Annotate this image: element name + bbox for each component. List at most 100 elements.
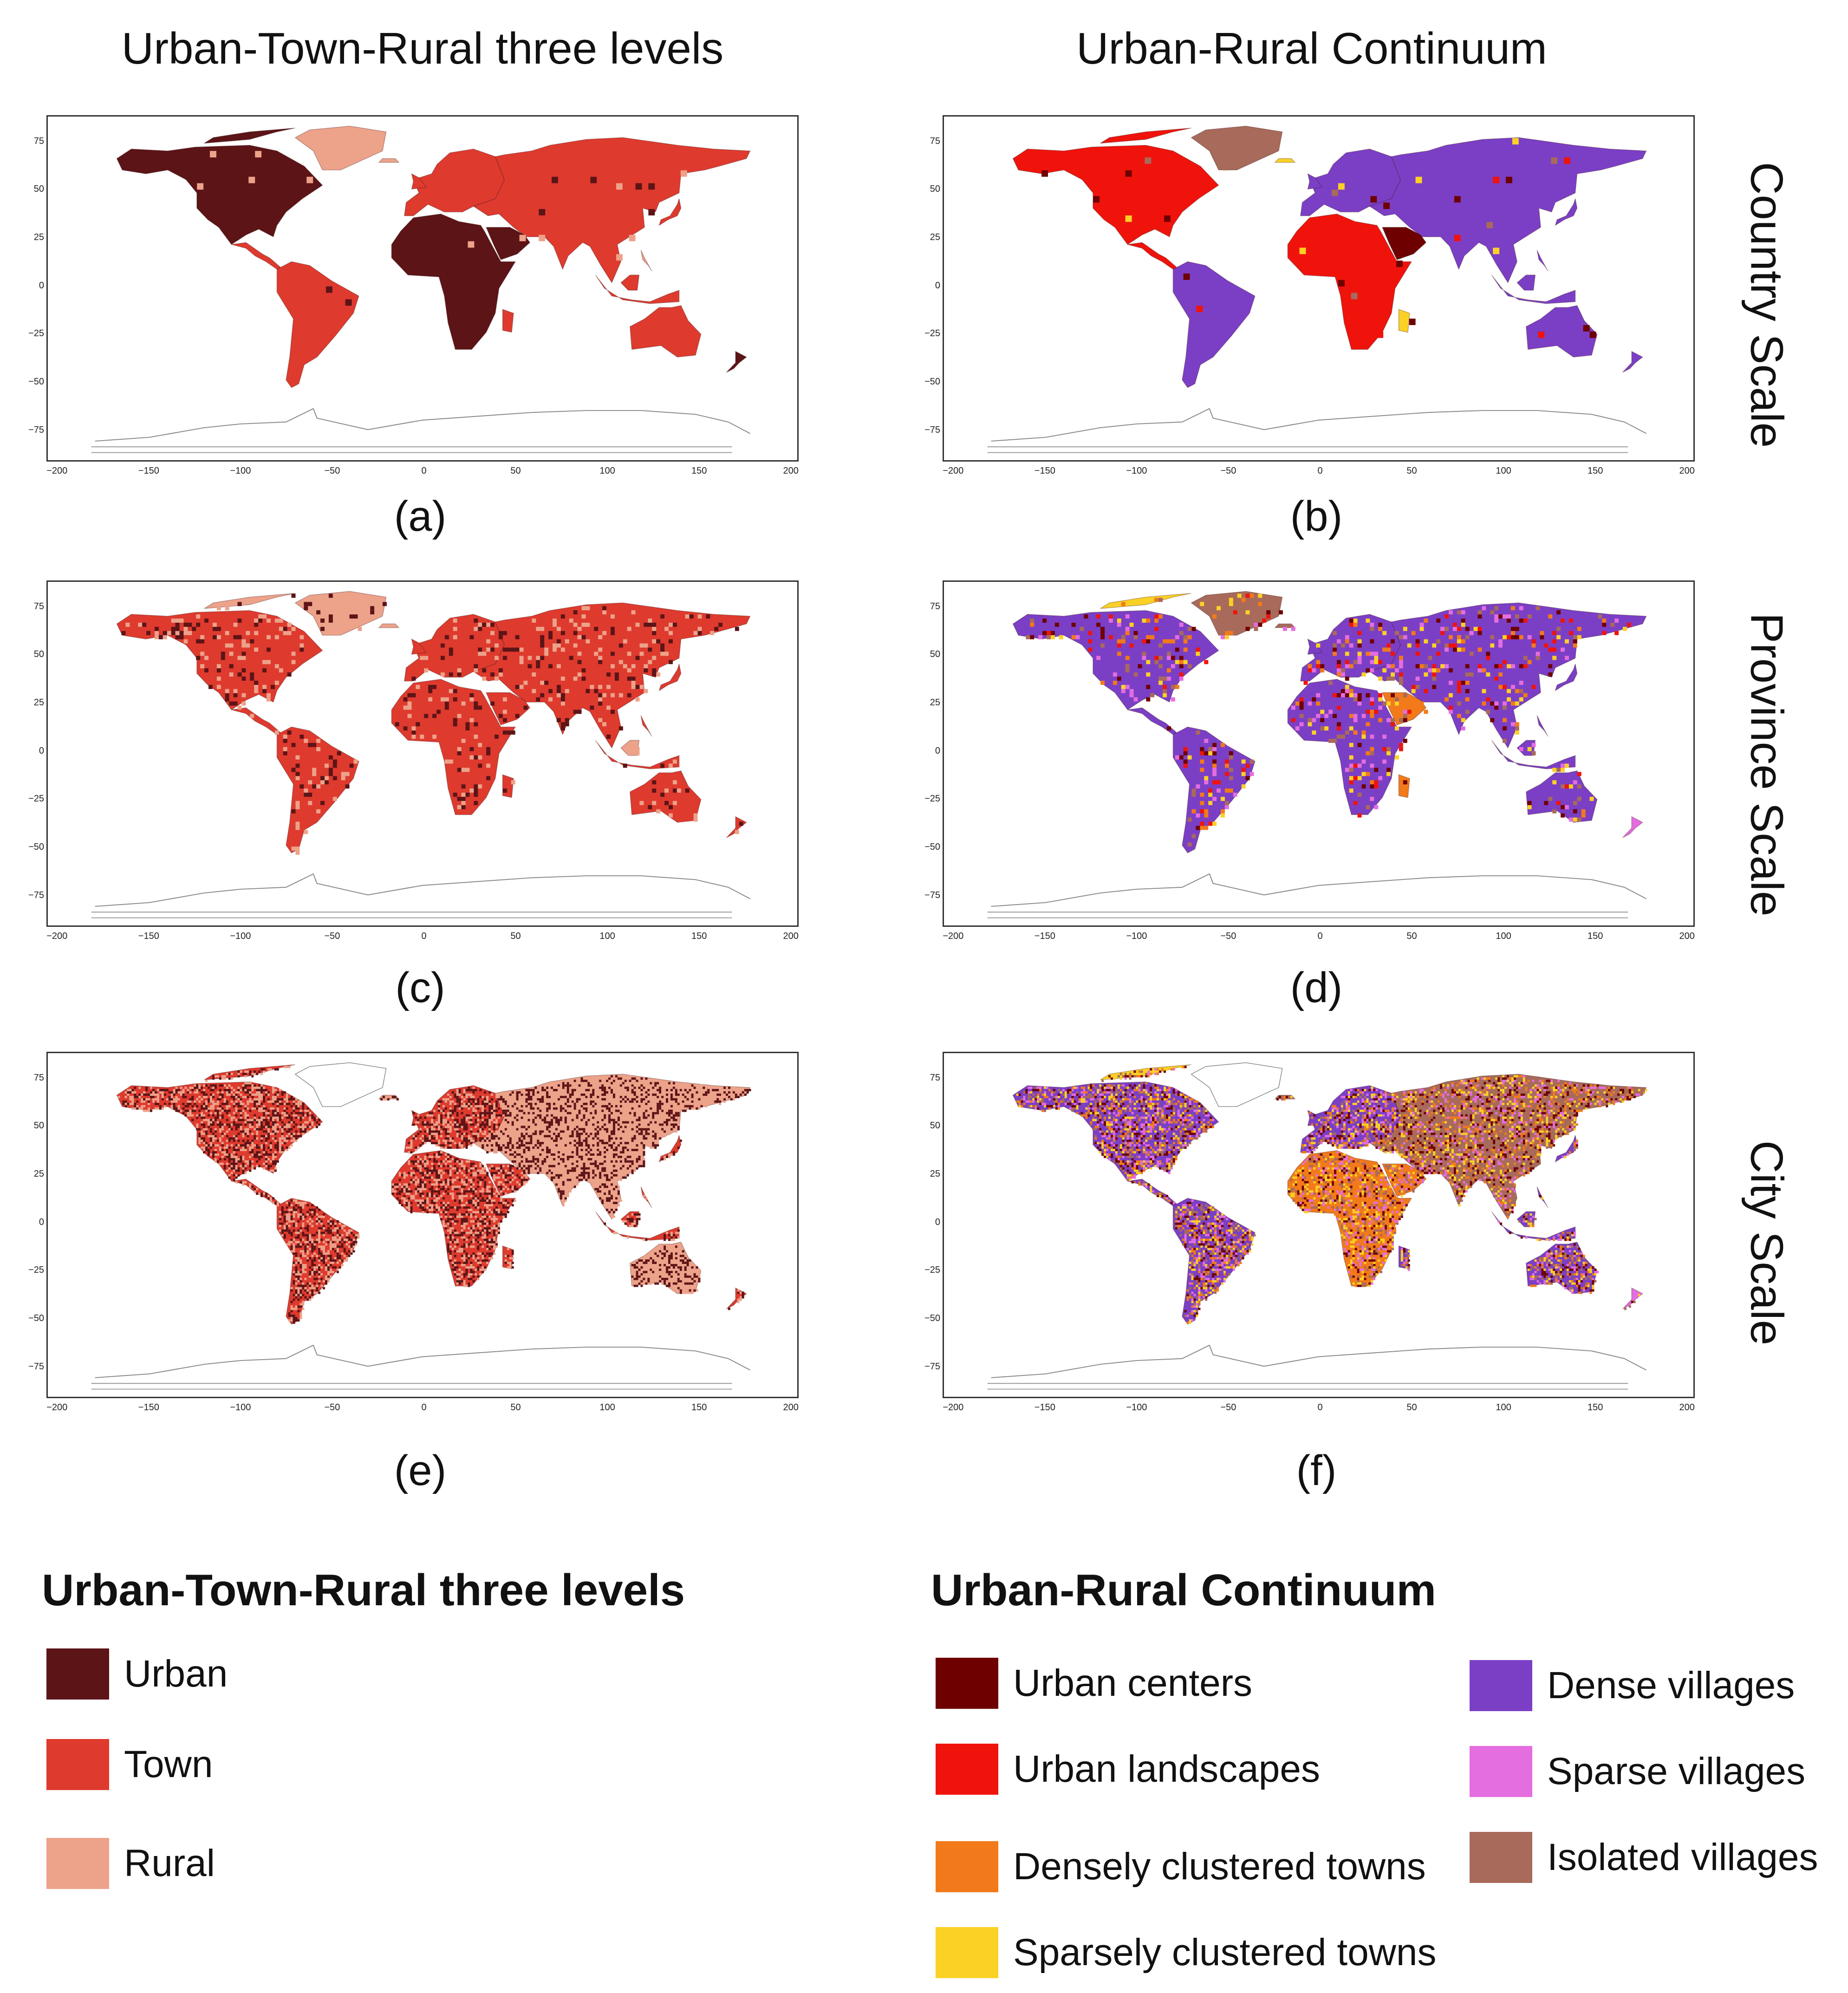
legend-item-sparsely-clustered-towns: Sparsely clustered towns <box>936 1927 1437 1978</box>
region-greenland <box>1191 1062 1283 1107</box>
x-tick-label: −50 <box>1220 931 1236 941</box>
legend-swatch-urban <box>46 1648 109 1700</box>
antarctica-outline <box>991 1344 1646 1378</box>
region-greenland <box>294 125 387 170</box>
region-australia <box>1525 770 1598 823</box>
x-tick-label: −150 <box>138 931 159 941</box>
row-label-country: Country Scale <box>1741 162 1793 448</box>
y-tick-label: −75 <box>28 424 44 435</box>
caption-b: (b) <box>1290 493 1343 540</box>
y-tick-label: 75 <box>930 1072 940 1083</box>
x-tick-label: −150 <box>138 1402 159 1413</box>
x-tick-label: −100 <box>230 466 251 476</box>
antarctica-outline <box>991 408 1646 442</box>
x-tick-label: 150 <box>691 931 707 941</box>
x-tick-label: 200 <box>1679 1402 1695 1413</box>
y-tick-label: 75 <box>930 601 940 612</box>
region-north-america <box>1012 144 1219 245</box>
legend-label-dense-villages: Dense villages <box>1547 1664 1795 1706</box>
region-iceland <box>378 623 400 628</box>
region-greenland <box>294 591 387 636</box>
legend-label-rural: Rural <box>124 1842 215 1884</box>
y-tick-label: 75 <box>33 601 44 612</box>
caption-e: (e) <box>394 1447 447 1494</box>
x-tick-label: 0 <box>421 931 427 941</box>
x-tick-label: 0 <box>1317 931 1323 941</box>
antarctica-outline <box>95 1344 750 1378</box>
region-uk <box>411 173 427 190</box>
right-column-title: Urban-Rural Continuum <box>1076 24 1547 73</box>
map-panel-c: 75 50 25 0 −25 −50 −75 −200 −150 −100 −50 0 50 100 150… <box>28 580 799 941</box>
region-borneo <box>1516 274 1536 291</box>
y-tick-label: 25 <box>33 232 44 243</box>
x-tick-label: −200 <box>46 1402 68 1413</box>
world-map-c <box>91 591 751 918</box>
legend-swatch-dense-villages <box>1470 1660 1532 1711</box>
y-tick-label: −75 <box>28 890 44 900</box>
map-panel-f: 75 50 25 0 −25 −50 −75 −200 −150 −100 −50 0 50 100 150… <box>924 1052 1695 1413</box>
region-africa <box>391 678 516 815</box>
region-new-zealand <box>726 816 748 838</box>
x-tick-label: 200 <box>783 931 799 941</box>
map-panel-e: 75 50 25 0 −25 −50 −75 −200 −150 −100 −50 0 50 100 150… <box>28 1052 799 1413</box>
y-tick-label: 0 <box>39 745 44 756</box>
region-borneo <box>1516 740 1536 756</box>
x-tick-label: −100 <box>1126 466 1147 476</box>
region-philippines <box>640 715 652 737</box>
x-tick-label: −100 <box>230 1402 251 1413</box>
x-tick-label: 0 <box>421 466 427 476</box>
x-tick-label: 0 <box>421 1402 427 1413</box>
x-tick-label: −100 <box>230 931 251 941</box>
region-north-america <box>1012 610 1219 710</box>
x-tick-label: 200 <box>783 466 799 476</box>
world-map-d <box>987 591 1647 918</box>
legend-item-densely-clustered-towns: Densely clustered towns <box>936 1841 1426 1892</box>
map-panel-a: 75 50 25 0 −25 −50 −75 −200 −150 −100 −50 0 50 100 150… <box>28 115 799 476</box>
legend-right-title: Urban-Rural Continuum <box>931 1565 1436 1615</box>
legend-item-urban-landscapes: Urban landscapes <box>936 1744 1320 1795</box>
y-tick-label: −50 <box>28 376 44 387</box>
y-tick-label: −25 <box>924 328 940 339</box>
legend-item-rural: Rural <box>46 1838 215 1889</box>
x-tick-label: −150 <box>1034 1402 1055 1413</box>
y-tick-label: 0 <box>935 1217 940 1227</box>
caption-f: (f) <box>1296 1447 1337 1494</box>
x-tick-label: 150 <box>691 1402 707 1413</box>
region-madagascar <box>502 774 514 798</box>
row-label-province: Province Scale <box>1741 612 1793 917</box>
region-new-zealand <box>1622 1287 1644 1309</box>
x-tick-label: 50 <box>1406 931 1417 941</box>
region-iceland <box>1274 158 1296 163</box>
world-map-e <box>91 1062 751 1390</box>
region-indonesia <box>1491 274 1576 304</box>
x-tick-label: −200 <box>943 931 964 941</box>
world-map-a <box>91 125 751 453</box>
region-north-america <box>116 144 323 245</box>
x-tick-label: 150 <box>1587 1402 1603 1413</box>
y-tick-label: 25 <box>930 232 940 243</box>
x-tick-label: 0 <box>1317 466 1323 476</box>
left-column-title: Urban-Town-Rural three levels <box>121 24 724 73</box>
world-map-f <box>987 1062 1647 1390</box>
region-australia <box>1525 305 1598 358</box>
y-tick-label: 50 <box>33 1120 44 1131</box>
legend-label-urban-landscapes: Urban landscapes <box>1013 1748 1320 1790</box>
region-philippines <box>640 1186 652 1208</box>
legend-item-dense-villages: Dense villages <box>1470 1660 1795 1711</box>
region-asia <box>473 137 751 284</box>
region-madagascar <box>502 309 514 333</box>
y-tick-label: −25 <box>28 794 44 804</box>
legend-swatch-isolated-villages <box>1470 1832 1532 1883</box>
x-tick-label: −50 <box>324 931 340 941</box>
region-south-america <box>276 261 359 388</box>
region-new-zealand <box>726 351 748 373</box>
y-tick-label: −50 <box>28 841 44 852</box>
region-south-america <box>1172 261 1256 388</box>
world-map-b <box>987 125 1647 453</box>
region-uk <box>411 638 427 655</box>
legend-item-sparse-villages: Sparse villages <box>1470 1746 1805 1797</box>
region-central-america <box>1127 242 1178 270</box>
x-tick-label: 100 <box>599 1402 615 1413</box>
y-tick-label: −75 <box>28 1361 44 1372</box>
y-tick-label: 25 <box>930 1169 940 1179</box>
